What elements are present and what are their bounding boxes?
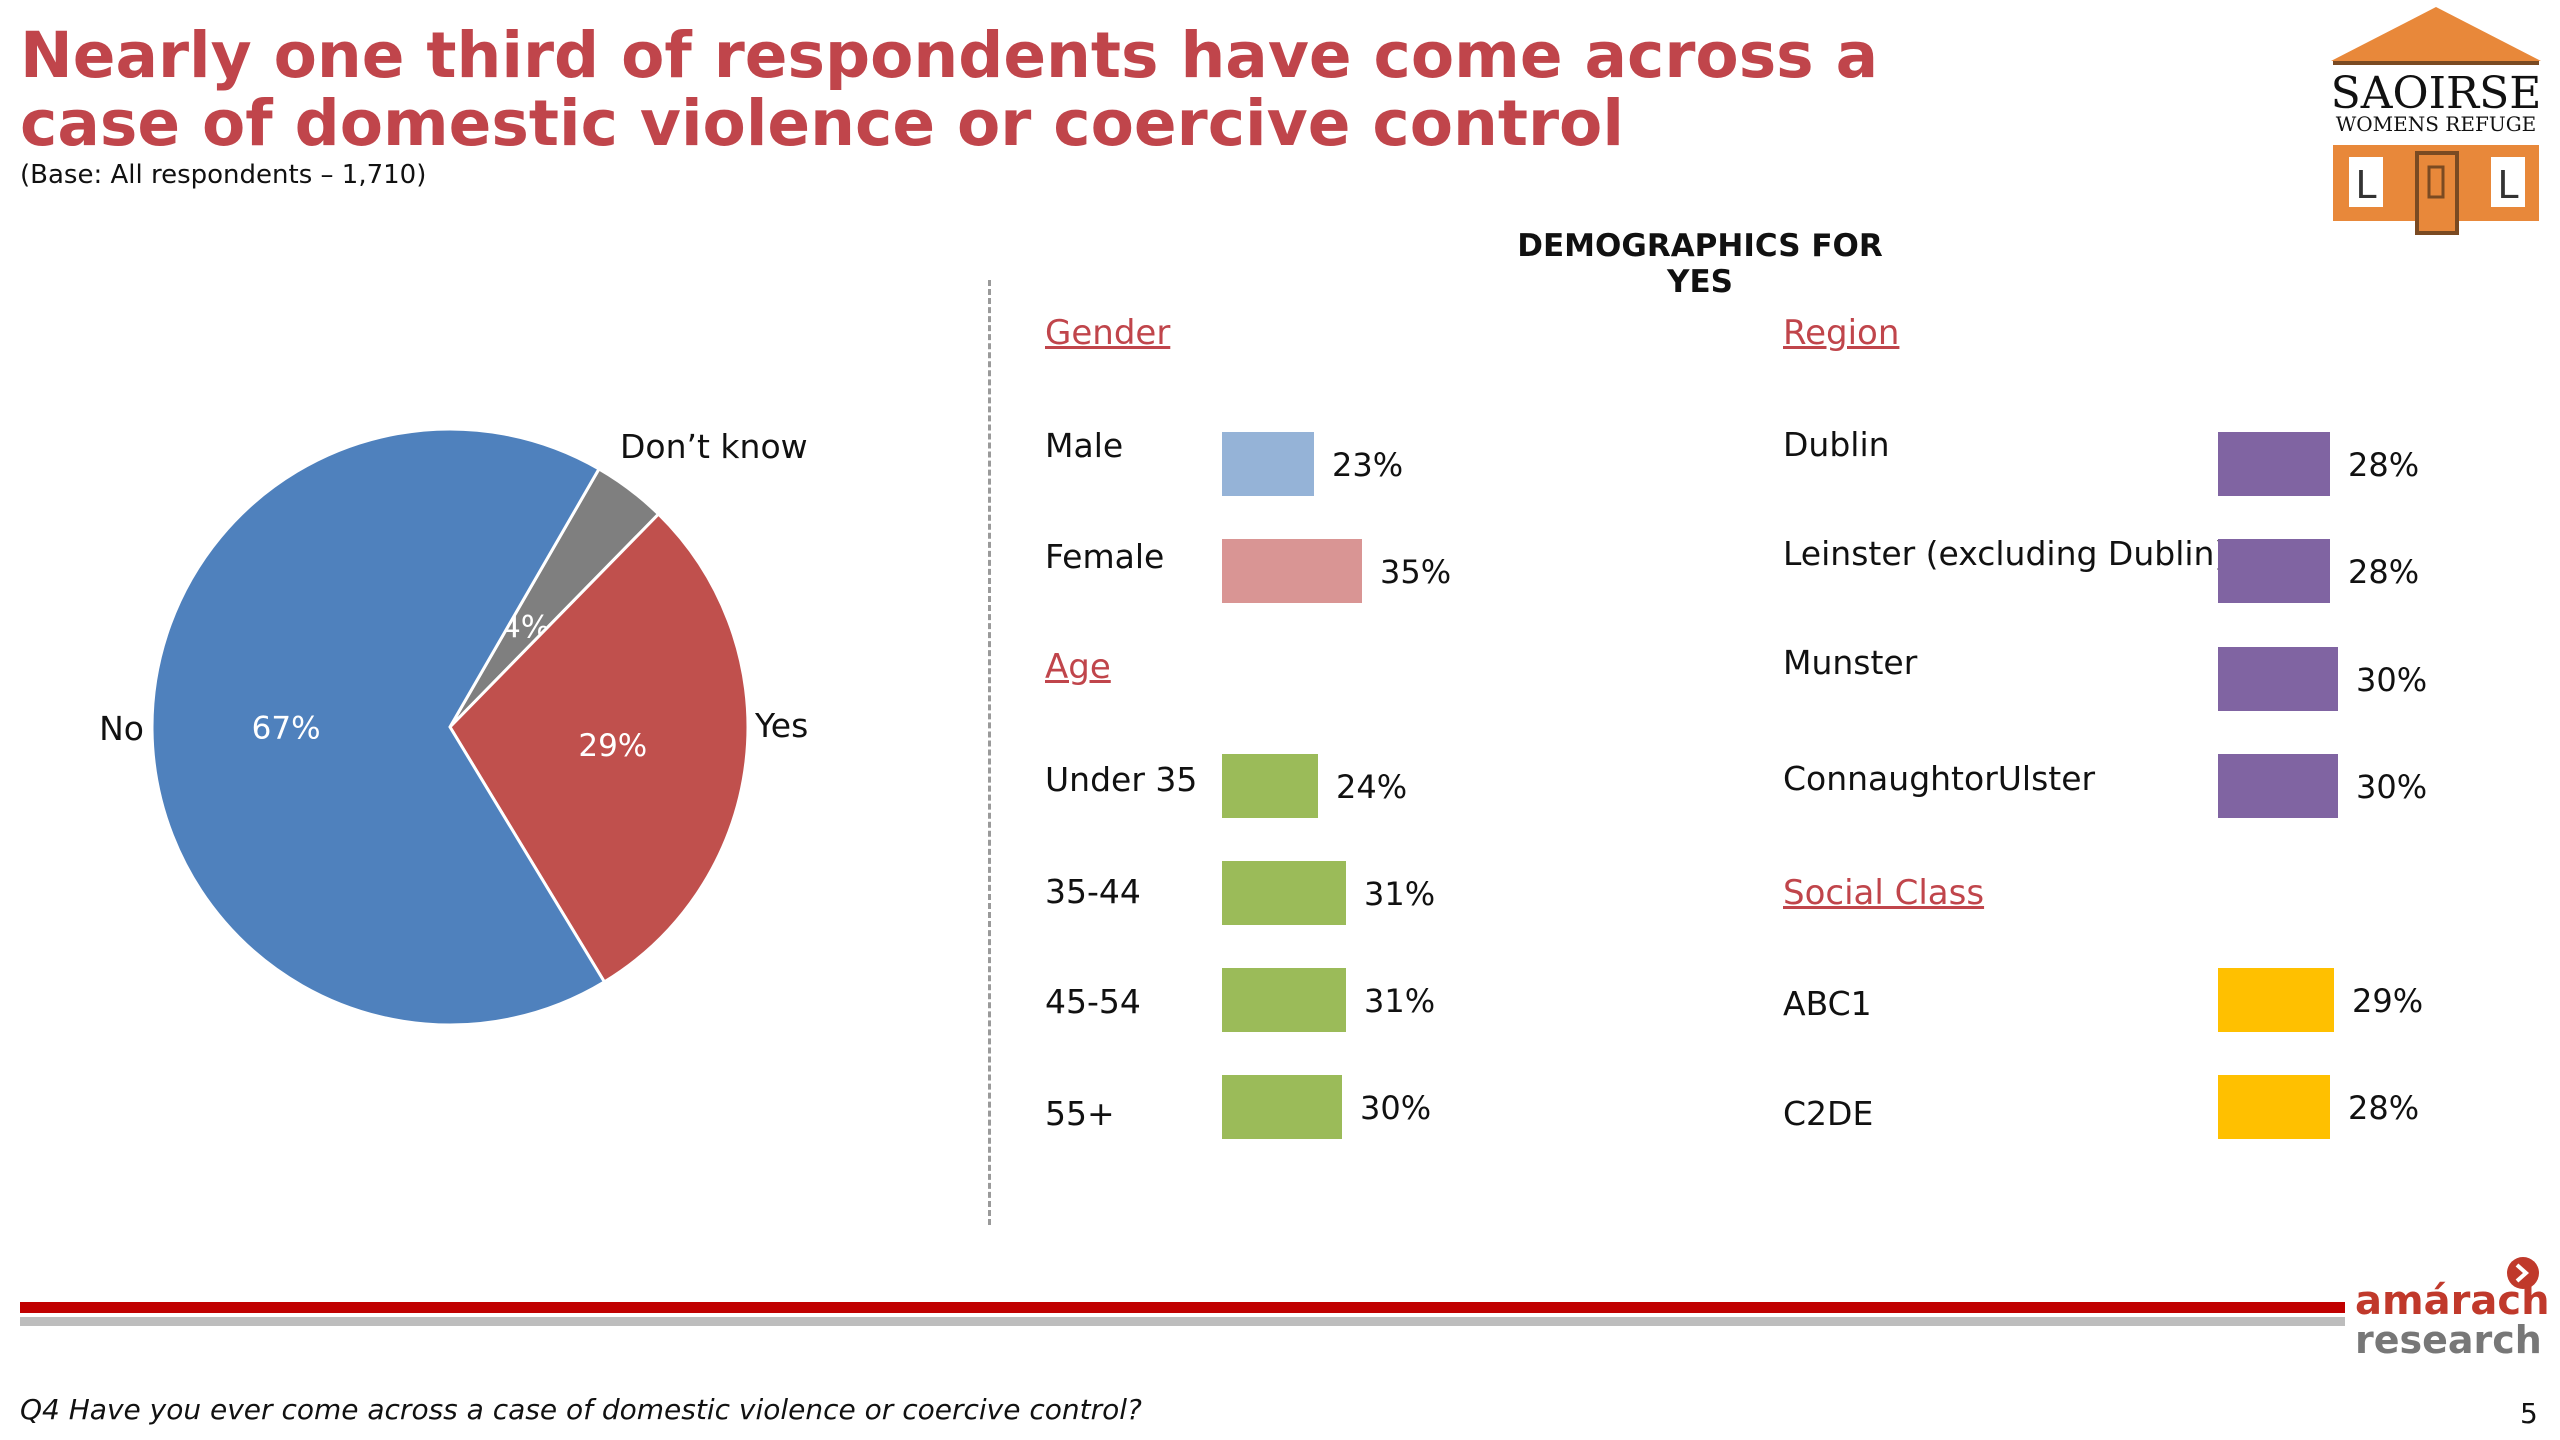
logo-name: SAOIRSE bbox=[2331, 68, 2542, 119]
value-female: 35% bbox=[1380, 553, 1452, 591]
pie-label-yes: Yes bbox=[754, 706, 808, 745]
label-under-35: Under 35 bbox=[1045, 760, 1198, 799]
bar-35-44 bbox=[1222, 861, 1346, 925]
slide-title: Nearly one third of respondents have com… bbox=[20, 19, 1879, 160]
value-connaught-ulster: 30% bbox=[2356, 768, 2428, 806]
footer-grey-line bbox=[20, 1317, 2345, 1326]
label-munster: Munster bbox=[1783, 643, 1918, 682]
bar-female bbox=[1222, 539, 1362, 603]
label-35-44: 35-44 bbox=[1045, 872, 1141, 911]
amarach-logo: amárach research bbox=[2355, 1255, 2550, 1362]
pie-label-don-t-know: Don’t know bbox=[620, 427, 808, 466]
demographics-title: DEMOGRAPHICS FOR YES bbox=[1517, 228, 1883, 300]
svg-text:L: L bbox=[2355, 163, 2376, 207]
bar-male bbox=[1222, 432, 1314, 496]
bar-dublin bbox=[2218, 432, 2330, 496]
label-abc1: ABC1 bbox=[1783, 984, 1872, 1023]
label-55-plus: 55+ bbox=[1045, 1094, 1115, 1133]
bar-munster bbox=[2218, 647, 2338, 711]
section-age: Age bbox=[1045, 647, 1111, 687]
label-c2de: C2DE bbox=[1783, 1094, 1874, 1133]
value-c2de: 28% bbox=[2348, 1089, 2420, 1127]
label-45-54: 45-54 bbox=[1045, 982, 1141, 1021]
svg-text:L: L bbox=[2497, 163, 2518, 207]
section-region: Region bbox=[1783, 313, 1900, 353]
saoirse-logo: SAOIRSE WOMENS REFUGE L L bbox=[2325, 5, 2547, 235]
value-45-54: 31% bbox=[1364, 982, 1436, 1020]
amarach-research: research bbox=[2355, 1318, 2542, 1362]
label-leinster: Leinster (excluding Dublin) bbox=[1783, 534, 2228, 573]
label-connaught-ulster: ConnaughtorUlster bbox=[1783, 759, 2096, 798]
page-number: 5 bbox=[2520, 1397, 2538, 1430]
bar-connaught-ulster bbox=[2218, 754, 2338, 818]
label-female: Female bbox=[1045, 537, 1165, 576]
base-note: (Base: All respondents – 1,710) bbox=[20, 160, 427, 190]
value-munster: 30% bbox=[2356, 661, 2428, 699]
pie-slice-yes bbox=[448, 511, 750, 984]
question-footnote: Q4 Have you ever come across a case of d… bbox=[20, 1393, 1142, 1426]
footer-red-line bbox=[20, 1302, 2345, 1313]
pie-chart: 4% Don’t know 29% Yes 67% No bbox=[80, 380, 840, 1064]
value-under-35: 24% bbox=[1336, 768, 1408, 806]
value-abc1: 29% bbox=[2352, 982, 2424, 1020]
bar-leinster bbox=[2218, 539, 2330, 603]
value-male: 23% bbox=[1332, 446, 1404, 484]
label-dublin: Dublin bbox=[1783, 425, 1890, 464]
bar-55-plus bbox=[1222, 1075, 1342, 1139]
pie-slice-no bbox=[150, 427, 607, 1027]
value-dublin: 28% bbox=[2348, 446, 2420, 484]
value-55-plus: 30% bbox=[1360, 1089, 1432, 1127]
bar-abc1 bbox=[2218, 968, 2334, 1032]
bar-45-54 bbox=[1222, 968, 1346, 1032]
logo-roof-icon bbox=[2331, 7, 2541, 61]
value-leinster: 28% bbox=[2348, 553, 2420, 591]
section-gender: Gender bbox=[1045, 313, 1171, 353]
pie-value-no: 67% bbox=[252, 711, 321, 747]
logo-subtitle: WOMENS REFUGE bbox=[2336, 112, 2537, 136]
value-35-44: 31% bbox=[1364, 875, 1436, 913]
bar-under-35 bbox=[1222, 754, 1318, 818]
label-male: Male bbox=[1045, 426, 1124, 465]
pie-label-no: No bbox=[99, 709, 144, 748]
vertical-divider bbox=[988, 280, 991, 1225]
pie-value-yes: 29% bbox=[578, 728, 647, 764]
bar-c2de bbox=[2218, 1075, 2330, 1139]
section-social-class: Social Class bbox=[1783, 873, 1985, 913]
amarach-arrow-icon bbox=[2507, 1257, 2539, 1289]
